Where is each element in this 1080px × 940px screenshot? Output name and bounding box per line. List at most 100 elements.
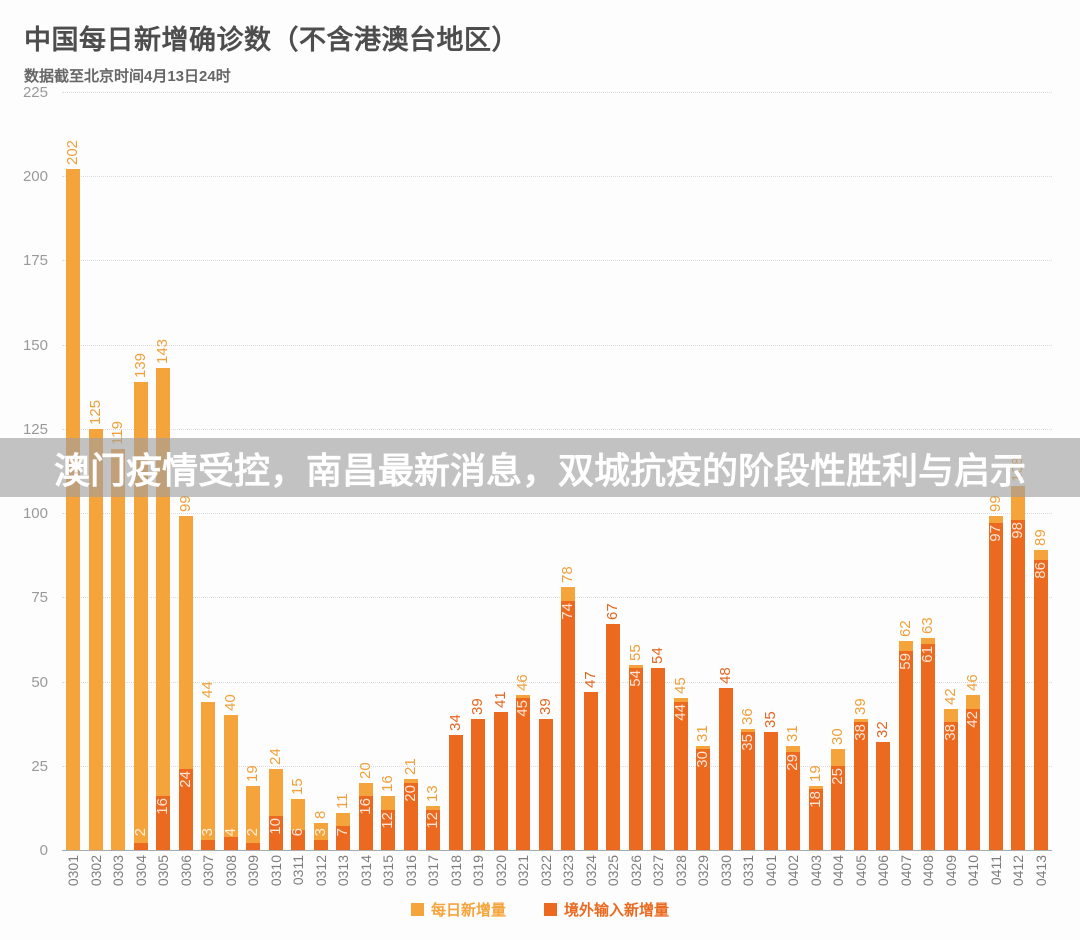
bar-imported [1033,560,1048,850]
bar-imported [651,668,666,850]
imported-value-label: 41 [491,691,509,708]
x-tick-label: 0313 [335,855,352,887]
bar-imported [516,698,531,850]
daily-value-label: 62 [896,620,914,638]
bar-imported [831,765,846,850]
y-tick-label: 25 [31,757,48,775]
daily-value-label: 24 [266,748,284,766]
bar-imported [853,721,868,850]
legend-item-daily[interactable]: 每日新增量 [410,899,506,920]
daily-value-label: 63 [919,617,937,634]
x-tick-label: 0408 [920,855,937,887]
x-tick-label: 0322 [537,855,554,887]
bar-imported [718,688,733,850]
bar-daily [66,169,81,850]
gridline [62,513,1052,515]
daily-value-label: 16 [379,775,397,793]
x-tick-label: 0311 [290,855,307,886]
x-tick-label: 0307 [200,855,217,887]
x-tick-label: 0405 [852,855,869,887]
x-tick-label: 0304 [132,855,149,887]
imported-value-label: 25 [829,767,847,785]
x-tick-label: 0329 [695,855,712,887]
bar-imported [628,668,643,850]
bar-imported [313,839,328,850]
daily-value-label: 31 [694,724,712,742]
x-tick-label: 0321 [515,855,532,887]
imported-value-label: 39 [469,697,487,715]
bar-daily [133,381,148,850]
x-tick-label: 0330 [717,855,734,887]
bar-imported [943,721,958,850]
x-tick-label: 0303 [110,855,127,887]
imported-series-swatch-icon [544,903,557,916]
imported-value-label: 74 [559,602,577,620]
daily-value-label: 30 [829,728,847,745]
x-tick-label: 0411 [987,855,1004,886]
x-tick-label: 0309 [245,855,262,887]
imported-value-label: 97 [986,525,1004,542]
imported-value-label: 38 [851,723,869,741]
bar-imported [268,816,283,850]
imported-value-label: 98 [1009,521,1027,539]
bar-daily [88,428,103,850]
imported-value-label: 61 [919,646,937,664]
x-tick-label: 0301 [65,855,82,887]
bar-imported [471,718,486,850]
gridline [62,765,1052,767]
bar-imported [358,796,373,850]
bar-imported [921,644,936,850]
gridline [62,344,1052,346]
daily-value-label: 21 [401,758,419,776]
daily-value-label: 55 [626,644,644,661]
imported-value-label: 54 [626,670,644,687]
x-tick-label: 0409 [942,855,959,887]
chart-title: 中国每日新增确诊数（不含港澳台地区） [24,25,519,55]
daily-value-label: 39 [851,697,869,715]
imported-value-label: 39 [536,697,554,715]
bar-imported [426,809,441,850]
imported-value-label: 45 [514,700,532,718]
daily-value-label: 40 [221,694,239,712]
bar-daily [223,715,238,850]
y-tick-label: 75 [31,589,48,607]
imported-value-label: 86 [1031,562,1049,579]
overlay-banner-text: 澳门疫情受控，南昌最新消息，双城抗疫的阶段性胜利与启示 [53,449,1026,491]
gridline [62,597,1052,599]
bar-daily [178,516,193,850]
daily-value-label: 20 [356,761,374,779]
x-tick-label: 0320 [492,855,509,887]
daily-value-label: 45 [671,677,689,695]
daily-value-label: 46 [964,674,982,692]
bar-imported [403,782,418,850]
y-tick-label: 0 [39,842,48,859]
imported-value-label: 35 [761,711,779,729]
y-tick-label: 200 [22,168,48,186]
x-tick-label: 0325 [605,855,622,887]
daily-value-label: 143 [154,339,172,365]
daily-value-label: 139 [131,352,149,378]
bar-imported [381,809,396,850]
x-tick-label: 0315 [380,855,397,887]
bar-imported [696,748,711,850]
bar-imported [898,651,913,850]
x-tick-label: 0323 [560,855,577,887]
bar-imported [493,711,508,850]
daily-value-label: 119 [109,421,127,446]
x-tick-label: 0308 [222,855,239,887]
y-tick-label: 125 [22,420,48,438]
x-tick-label: 0402 [785,855,802,887]
imported-value-label: 54 [649,647,667,665]
x-tick-label: 0410 [965,855,982,887]
bar-imported [988,523,1003,850]
bar-imported [223,836,238,850]
y-tick-label: 150 [22,336,48,354]
x-axis-line [62,850,1052,851]
x-tick-label: 0305 [155,855,172,887]
legend-item-imported[interactable]: 境外输入新增量 [544,899,669,920]
daily-value-label: 19 [806,765,824,782]
x-tick-label: 0326 [627,855,644,887]
bar-imported [1011,519,1026,850]
